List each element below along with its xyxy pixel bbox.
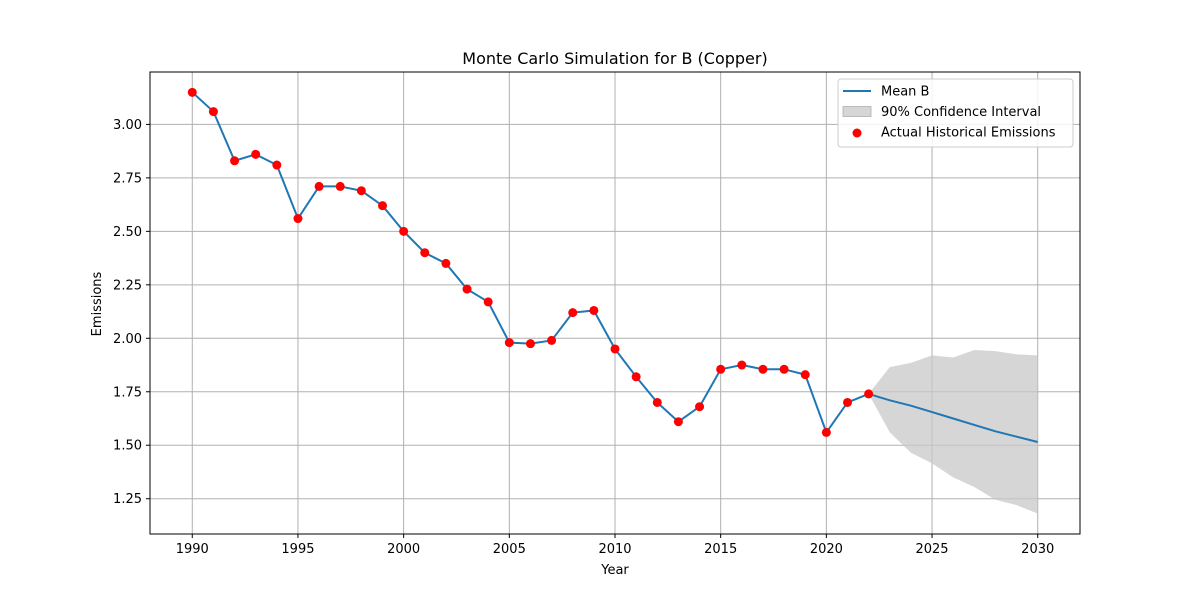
historical-point (843, 397, 852, 407)
historical-point (187, 87, 197, 97)
historical-point (547, 335, 557, 345)
y-tick-label: 1.25 (113, 492, 142, 507)
historical-point (356, 186, 366, 196)
legend-label: 90% Confidence Interval (881, 105, 1041, 120)
historical-point (462, 284, 472, 294)
historical-point (293, 214, 303, 224)
confidence-band-layer (868, 350, 1038, 514)
historical-point (568, 308, 578, 318)
y-axis-label: Emissions (90, 271, 105, 336)
x-tick-label: 2015 (704, 542, 737, 557)
y-tick-label: 2.25 (113, 278, 142, 293)
x-tick-label: 1995 (281, 542, 314, 557)
historical-point (821, 427, 831, 437)
historical-point (420, 248, 430, 258)
x-tick-label: 2000 (387, 542, 420, 557)
historical-point (652, 397, 662, 407)
legend-label: Mean B (881, 85, 929, 100)
y-axis-ticks: 1.25 1.50 1.75 2.00 2.25 2.50 2.75 3.00 (113, 118, 150, 507)
historical-point (758, 364, 768, 374)
historical-point (589, 305, 599, 315)
historical-point (631, 372, 641, 382)
historical-point (610, 344, 620, 354)
x-tick-label: 2025 (915, 542, 948, 557)
historical-point (335, 181, 345, 191)
y-tick-label: 2.75 (113, 171, 142, 186)
legend-fill-swatch (842, 106, 872, 117)
x-axis-label: Year (600, 563, 629, 578)
historical-point (208, 107, 218, 117)
historical-point (673, 417, 683, 427)
x-tick-label: 2020 (810, 542, 843, 557)
historical-point (525, 339, 535, 349)
historical-point (695, 402, 705, 412)
historical-point (314, 181, 324, 191)
y-tick-label: 2.00 (113, 332, 142, 347)
y-tick-label: 2.50 (113, 225, 142, 240)
x-tick-label: 2030 (1021, 542, 1054, 557)
historical-point (378, 201, 387, 211)
historical-point (800, 370, 810, 380)
confidence-interval-band (868, 350, 1038, 514)
historical-point (737, 360, 747, 370)
legend-box (837, 78, 1074, 148)
y-tick-label: 3.00 (113, 118, 142, 133)
y-tick-label: 1.75 (113, 385, 142, 400)
legend-label: Actual Historical Emissions (881, 126, 1056, 141)
legend-marker-swatch (852, 128, 862, 138)
historical-point (864, 389, 874, 399)
historical-point (504, 338, 514, 348)
historical-point (441, 258, 451, 268)
legend: Mean B 90% Confidence Interval Actual Hist… (837, 78, 1074, 148)
historical-point (399, 226, 409, 236)
x-tick-label: 2005 (493, 542, 526, 557)
historical-point (230, 156, 240, 166)
historical-point (483, 297, 493, 307)
chart-title: Monte Carlo Simulation for B (Copper) (462, 49, 767, 68)
x-tick-label: 2010 (598, 542, 631, 557)
historical-point (251, 149, 261, 159)
historical-point (272, 160, 282, 170)
historical-point (716, 364, 726, 374)
y-tick-label: 1.50 (113, 439, 142, 454)
x-tick-label: 1990 (176, 542, 209, 557)
historical-points-layer (187, 87, 874, 437)
historical-point (779, 364, 789, 374)
x-axis-ticks: 1990 1995 2000 2005 2010 2015 2020 2025 2030 (176, 534, 1054, 557)
